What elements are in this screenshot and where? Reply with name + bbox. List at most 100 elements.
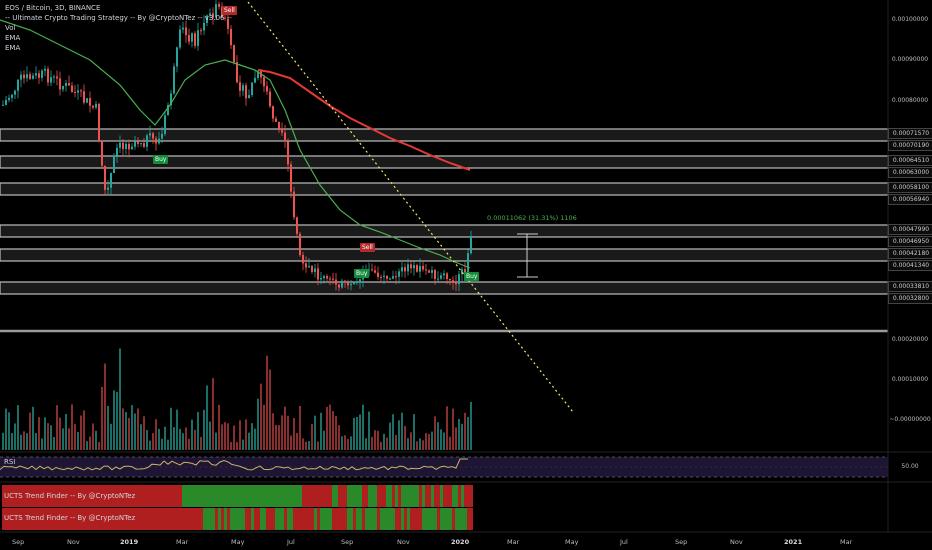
- volume-bar: [350, 436, 352, 450]
- ucts-cell: [176, 485, 179, 507]
- ucts-cell: [257, 485, 260, 507]
- volume-bar: [353, 417, 355, 450]
- ucts-cell: [353, 485, 356, 507]
- ucts-cell: [437, 485, 440, 507]
- ucts-cell: [188, 508, 191, 530]
- ucts-cell: [317, 485, 320, 507]
- ucts-cell: [461, 485, 464, 507]
- strategy-title[interactable]: -- Ultimate Crypto Trading Strategy -- B…: [5, 14, 232, 22]
- candle-body: [203, 22, 205, 31]
- volume-bar: [308, 441, 310, 450]
- volume-bar: [146, 430, 148, 450]
- volume-bar: [260, 383, 262, 450]
- price-axis-label: 0.00080000: [891, 97, 929, 104]
- ucts-cell: [344, 485, 347, 507]
- ucts-cell: [86, 485, 89, 507]
- ucts-cell: [125, 508, 128, 530]
- ucts-cell: [311, 485, 314, 507]
- ema-label-2[interactable]: EMA: [5, 44, 21, 52]
- ucts-cell: [359, 485, 362, 507]
- candle-body: [254, 77, 256, 83]
- ucts-cell: [80, 508, 83, 530]
- candle-body: [167, 105, 169, 116]
- candle-body: [11, 94, 13, 98]
- candle-body: [176, 47, 178, 67]
- ucts-cell: [155, 485, 158, 507]
- ucts-cell: [257, 508, 260, 530]
- ucts-cell: [38, 485, 41, 507]
- volume-label[interactable]: Vol: [5, 24, 16, 32]
- ucts-label-1[interactable]: UCTS Trend Finder -- By @CryptoNTez: [4, 492, 136, 500]
- level-price-tag: 0.00042180: [888, 248, 932, 259]
- time-axis-label: Mar: [840, 538, 853, 546]
- ucts-cell: [197, 508, 200, 530]
- volume-bar: [218, 404, 220, 450]
- ucts-cell: [164, 485, 167, 507]
- ucts-cell: [335, 508, 338, 530]
- ema-label-1[interactable]: EMA: [5, 34, 21, 42]
- ucts-cell: [209, 508, 212, 530]
- volume-bar: [251, 423, 253, 450]
- level-box: [0, 155, 889, 169]
- ucts-cell: [143, 508, 146, 530]
- ucts-cell: [446, 508, 449, 530]
- ucts-cell: [140, 485, 143, 507]
- sell-signal: Sell: [222, 6, 237, 15]
- ucts-cell: [227, 508, 230, 530]
- rsi-level-label: 50.00: [901, 463, 919, 470]
- volume-bar: [422, 440, 424, 450]
- price-axis-label: ~0.00000000: [889, 416, 931, 423]
- volume-bar: [329, 404, 331, 450]
- symbol-title[interactable]: EOS / Bitcoin, 3D, BINANCE: [5, 4, 101, 12]
- time-axis-label: 2021: [784, 538, 803, 546]
- volume-bar: [155, 419, 157, 450]
- candle-body: [353, 282, 355, 285]
- ucts-cell: [173, 508, 176, 530]
- ucts-cell: [344, 508, 347, 530]
- time-axis-label: May: [231, 538, 245, 546]
- ucts-cell: [86, 508, 89, 530]
- buy-signal: Buy: [153, 155, 169, 164]
- ucts-cell: [245, 508, 248, 530]
- candle-body: [17, 79, 19, 91]
- ucts-cell: [449, 485, 452, 507]
- volume-bar: [164, 426, 166, 450]
- volume-bar: [71, 404, 73, 450]
- ucts-cell: [278, 485, 281, 507]
- ucts-cell: [443, 508, 446, 530]
- ucts-cell: [329, 485, 332, 507]
- ucts-cell: [224, 508, 227, 530]
- rsi-label[interactable]: RSI: [4, 458, 16, 466]
- ucts-cell: [287, 508, 290, 530]
- candle-body: [407, 264, 409, 272]
- ucts-cell: [71, 508, 74, 530]
- ucts-cell: [200, 485, 203, 507]
- ucts-cell: [110, 508, 113, 530]
- candle-body: [116, 147, 118, 156]
- candle-body: [383, 275, 385, 277]
- volume-bar: [395, 434, 397, 450]
- candle-body: [281, 128, 283, 133]
- ucts-cell: [341, 485, 344, 507]
- ucts-cell: [365, 508, 368, 530]
- ucts-cell: [215, 485, 218, 507]
- candle-body: [5, 100, 7, 105]
- volume-bar: [368, 411, 370, 450]
- volume-bar: [326, 406, 328, 450]
- candle-body: [230, 28, 232, 46]
- volume-bar: [305, 441, 307, 450]
- candle-body: [56, 76, 58, 79]
- ucts-cell: [428, 508, 431, 530]
- candle-body: [179, 29, 181, 48]
- candle-body: [347, 282, 349, 286]
- ucts-cell: [116, 485, 119, 507]
- volume-bar: [431, 431, 433, 450]
- sell-signal: Sell: [360, 243, 375, 252]
- ucts-label-2[interactable]: UCTS Trend Finder -- By @CryptoNTez: [4, 514, 136, 522]
- ucts-cell: [416, 485, 419, 507]
- ucts-cell: [356, 485, 359, 507]
- ucts-cell: [293, 485, 296, 507]
- volume-bar: [341, 436, 343, 450]
- ucts-cell: [152, 508, 155, 530]
